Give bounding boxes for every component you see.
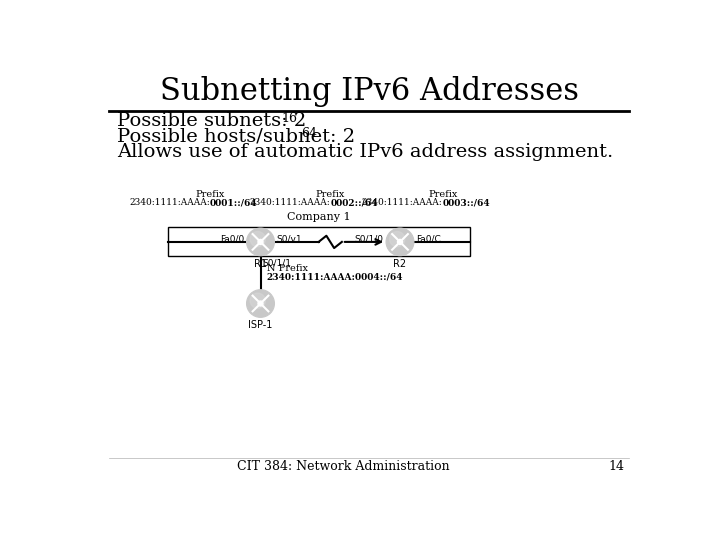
Text: 0001::/64: 0001::/64 [210,198,258,207]
Text: 2340:1111:AAAA:0004::/64: 2340:1111:AAAA:0004::/64 [266,273,403,282]
Circle shape [258,239,263,245]
Bar [168,226,469,256]
Text: Possible hosts/subnet: 2: Possible hosts/subnet: 2 [117,128,355,146]
Text: ISP-1: ISP-1 [248,320,273,330]
Text: CIT 384: Network Administration: CIT 384: Network Administration [238,460,450,473]
Text: 2340:1111:AAAA:: 2340:1111:AAAA: [362,198,443,207]
Text: 2340:1111:AAAA:: 2340:1111:AAAA: [250,198,330,207]
Text: 2340:1111:AAAA:: 2340:1111:AAAA: [130,198,210,207]
Text: N Prefix: N Prefix [266,265,307,273]
Text: Fa0/C: Fa0/C [416,234,441,244]
Text: 14: 14 [608,460,625,473]
Text: Possible subnets: 2: Possible subnets: 2 [117,112,307,130]
Text: Company 1: Company 1 [287,212,351,222]
Circle shape [250,293,266,308]
Text: S0/v1: S0/v1 [276,234,302,244]
Text: S0/1/1: S0/1/1 [263,259,292,268]
Circle shape [258,301,263,306]
Text: Subnetting IPv6 Addresses: Subnetting IPv6 Addresses [160,76,578,107]
Circle shape [397,239,402,245]
Text: 16: 16 [282,112,297,125]
Circle shape [250,232,266,247]
Text: 64: 64 [301,127,317,140]
Text: 0003::/64: 0003::/64 [443,198,490,207]
Circle shape [246,289,274,318]
Text: Prefix: Prefix [428,190,457,199]
Text: Prefix: Prefix [315,190,345,199]
Text: Fa0/0: Fa0/0 [220,234,244,244]
Text: 0002::/64: 0002::/64 [330,198,378,207]
Text: Prefix: Prefix [195,190,225,199]
Text: S0/1/0: S0/1/0 [355,234,384,244]
Circle shape [386,228,414,256]
Text: Allows use of automatic IPv6 address assignment.: Allows use of automatic IPv6 address ass… [117,143,613,161]
Circle shape [390,232,405,247]
Text: R1: R1 [254,259,267,269]
Text: R2: R2 [393,259,407,269]
Circle shape [246,228,274,256]
